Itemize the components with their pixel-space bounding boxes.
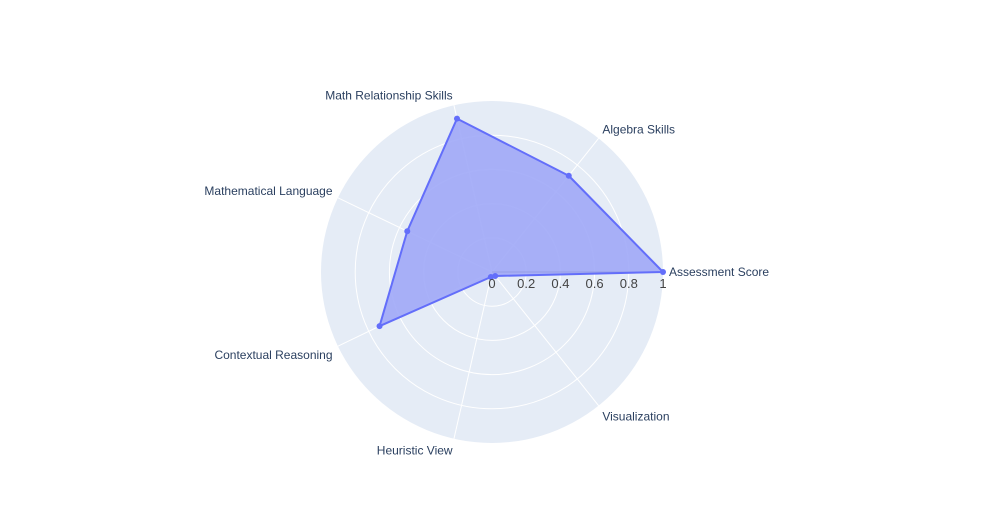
data-point: [453, 115, 460, 122]
radial-tick-label: 1: [659, 276, 666, 291]
category-label: Visualization: [602, 409, 669, 423]
radial-tick-label: 0.6: [586, 276, 604, 291]
data-point: [565, 172, 572, 179]
radial-tick-label: 0.4: [551, 276, 569, 291]
radial-tick-label: 0: [488, 276, 495, 291]
data-point: [404, 228, 411, 235]
data-point: [660, 269, 666, 275]
angular-grid-line: [491, 271, 600, 407]
category-label: Algebra Skills: [602, 123, 675, 137]
category-label: Assessment Score: [669, 265, 769, 279]
radial-tick-label: 0.2: [517, 276, 535, 291]
category-label: Contextual Reasoning: [214, 348, 332, 362]
data-point: [376, 323, 383, 330]
data-point: [492, 273, 499, 280]
category-label: Heuristic View: [377, 444, 453, 458]
angular-grid-line: [453, 271, 493, 439]
category-label: Mathematical Language: [204, 184, 332, 198]
category-label: Math Relationship Skills: [325, 88, 452, 102]
radial-tick-label: 0.8: [620, 276, 638, 291]
